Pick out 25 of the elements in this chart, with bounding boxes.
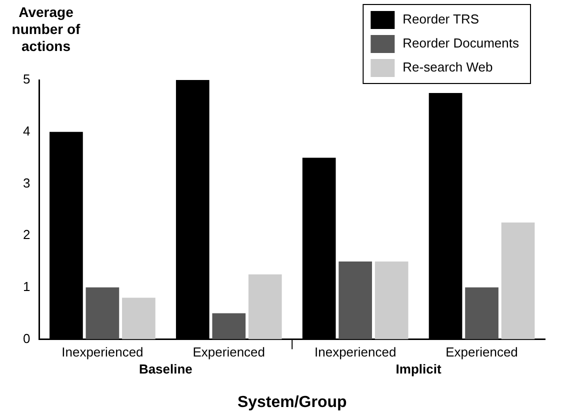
bar: [338, 261, 372, 340]
text: Baseline: [138, 361, 192, 376]
y-tick-label: 5: [22, 72, 30, 87]
bar: [248, 274, 282, 340]
x-tick-label: Inexperienced: [62, 344, 144, 360]
bar: [86, 287, 120, 340]
bar: [374, 261, 408, 340]
legend-label: Re-search Web: [402, 60, 493, 75]
bar: [212, 313, 246, 340]
legend-label: Reorder TRS: [402, 12, 480, 27]
x-tick-label: Inexperienced: [314, 344, 396, 360]
bar: [501, 222, 535, 340]
y-tick-label: 2: [22, 227, 30, 242]
bar: [122, 298, 156, 340]
y-tick-label: 0: [22, 330, 30, 346]
legend-label: Reorder Documents: [402, 36, 520, 51]
bar: [465, 287, 498, 340]
x-axis-title: System/Group: [237, 394, 348, 411]
x-tick-label: Experienced: [192, 344, 266, 360]
text: Implicit: [396, 361, 442, 376]
y-tick-label: 1: [22, 278, 30, 294]
y-axis-title: Average number of actions: [12, 4, 81, 54]
y-tick-label: 4: [22, 123, 30, 138]
x-tick-label: Experienced: [446, 344, 518, 360]
y-tick-label: 3: [22, 175, 30, 190]
